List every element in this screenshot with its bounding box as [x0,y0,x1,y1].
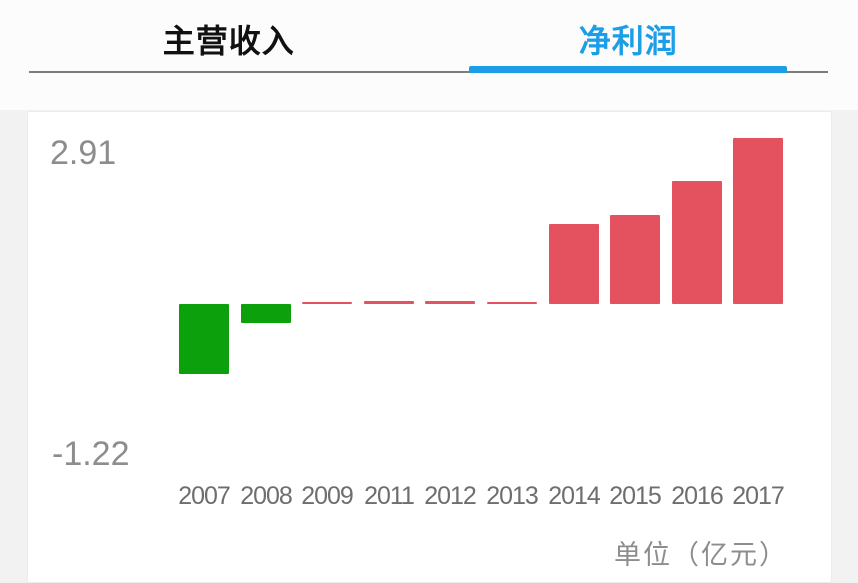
y-axis-max-label: 2.91 [50,134,117,172]
x-tick-2008: 2008 [240,482,293,510]
x-tick-2011: 2011 [364,482,415,510]
header-background [0,0,858,110]
bar-2014 [549,224,599,304]
active-tab-underline [469,66,788,73]
x-tick-2016: 2016 [671,482,724,510]
x-tick-2013: 2013 [486,482,539,510]
x-tick-2015: 2015 [609,482,662,510]
bar-2015 [610,215,660,304]
bar-2007 [179,304,229,374]
chart-card: 2.91 -1.22 2007 2008 2009 2011 2012 2013 2014 2… [27,111,832,583]
x-tick-2007: 2007 [178,482,231,510]
x-tick-2014: 2014 [548,482,601,510]
bar-2013 [487,302,537,304]
x-tick-2009: 2009 [301,482,354,510]
bar-2011 [364,301,414,304]
tab-main-revenue-label: 主营收入 [162,22,295,59]
x-tick-2017: 2017 [732,482,785,510]
bar-2009 [302,302,352,304]
x-tick-2012: 2012 [424,482,477,510]
unit-label: 单位（亿元） [614,540,788,570]
y-axis-min-label: -1.22 [52,435,130,473]
bar-2012 [425,301,475,304]
tab-net-profit[interactable]: 净利润 [429,0,829,73]
bar-plot-area: 2007 2008 2009 2011 2012 2013 2014 2015 2016 2017 [28,112,831,582]
tabs-bar: 主营收入 净利润 [29,0,828,73]
tab-net-profit-label: 净利润 [578,22,678,59]
bar-2016 [672,181,722,304]
bar-2008 [241,304,291,323]
tab-main-revenue[interactable]: 主营收入 [29,0,429,71]
bar-2017 [733,138,783,304]
